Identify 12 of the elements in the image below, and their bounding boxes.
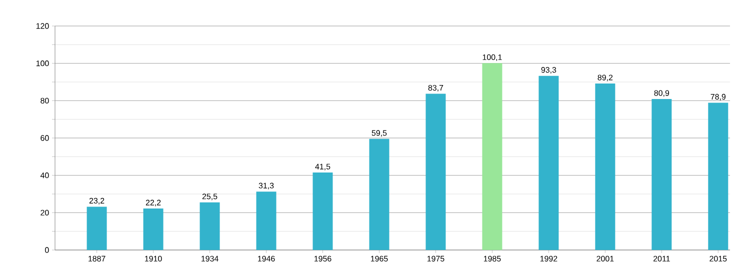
bar [538,76,559,250]
bar [312,172,333,250]
bar [86,206,107,250]
bar [595,83,616,250]
bar [256,192,276,250]
bar [200,202,220,250]
bar [369,138,390,250]
bar [482,63,502,250]
bar [426,94,446,250]
bar [143,208,164,250]
bar [652,98,672,250]
bar [708,102,728,250]
